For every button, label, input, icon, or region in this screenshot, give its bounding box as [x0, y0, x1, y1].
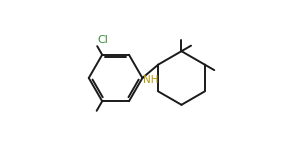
- Text: NH: NH: [143, 75, 159, 85]
- Text: Cl: Cl: [98, 35, 108, 45]
